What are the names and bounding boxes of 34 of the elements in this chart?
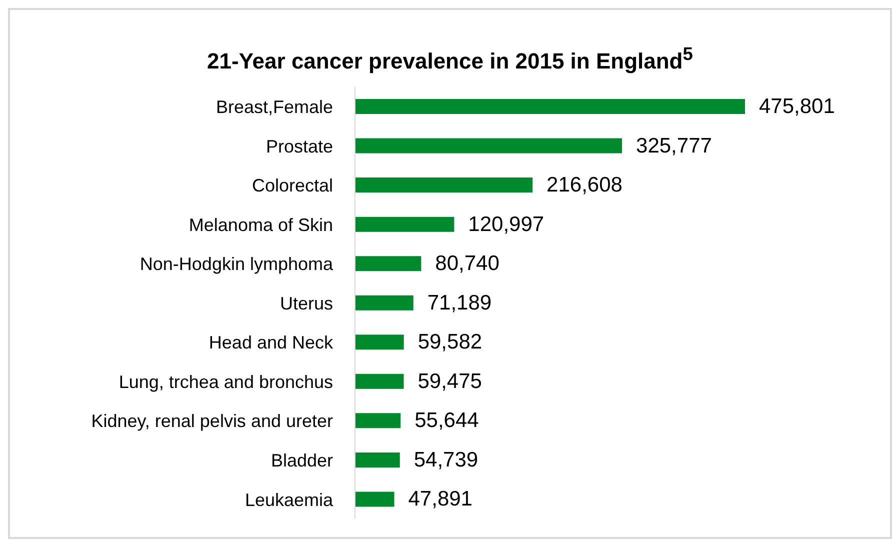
bar bbox=[355, 334, 404, 350]
bar bbox=[355, 99, 745, 114]
data-label: 216,608 bbox=[546, 174, 622, 197]
data-label: 54,739 bbox=[414, 448, 478, 472]
data-label: 120,997 bbox=[468, 212, 544, 236]
bar bbox=[355, 452, 400, 468]
y-tick-label: Uterus bbox=[280, 293, 333, 314]
data-label: 55,644 bbox=[414, 409, 480, 432]
y-tick-label: Melanoma of Skin bbox=[188, 214, 333, 235]
y-tick-label: Lung, trchea and bronchus bbox=[118, 372, 333, 392]
bar bbox=[355, 138, 622, 154]
data-label: 475,801 bbox=[759, 95, 835, 118]
bar bbox=[355, 374, 404, 389]
y-tick-label: Prostate bbox=[266, 136, 333, 156]
data-label: 59,475 bbox=[418, 370, 482, 393]
y-tick-label: Kidney, renal pelvis and ureter bbox=[91, 411, 333, 432]
data-label: 325,777 bbox=[636, 134, 712, 158]
bar bbox=[355, 178, 533, 193]
y-tick-label: Breast,Female bbox=[216, 97, 333, 118]
bar bbox=[355, 492, 394, 507]
bar bbox=[355, 216, 454, 232]
chart-title: 21-Year cancer prevalence in 2015 in England$^{5}$ bbox=[206, 43, 694, 74]
y-tick-label: Bladder bbox=[270, 450, 333, 470]
bar bbox=[355, 295, 414, 310]
bar bbox=[355, 256, 422, 272]
bar bbox=[355, 413, 401, 428]
data-label: 47,891 bbox=[408, 488, 472, 511]
y-tick-label: Head and Neck bbox=[208, 332, 334, 353]
data-label: 80,740 bbox=[435, 252, 500, 276]
y-tick-label: Non-Hodgkin lymphoma bbox=[140, 254, 334, 274]
data-label: 71,189 bbox=[427, 291, 492, 314]
y-tick-label: Leukaemia bbox=[244, 490, 334, 510]
y-tick-label: Colorectal bbox=[252, 176, 333, 196]
data-label: 59,582 bbox=[418, 330, 482, 354]
